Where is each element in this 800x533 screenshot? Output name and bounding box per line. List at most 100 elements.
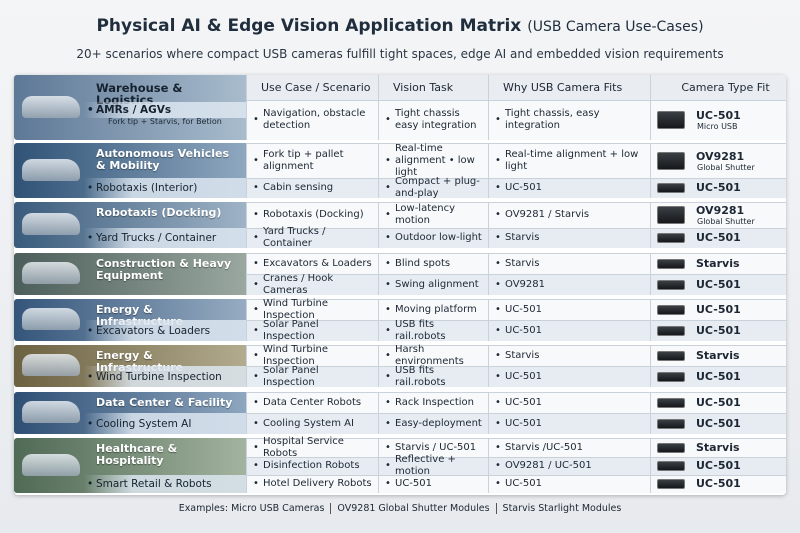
camera-icon [657, 397, 685, 408]
cell-use: Wind Turbine Inspection [246, 344, 378, 367]
camera-icon [657, 325, 685, 336]
cell-task: Swing alignment [378, 274, 488, 295]
cell-task: USB fits rail.robots [378, 319, 488, 342]
camera-name: Starvis [696, 440, 740, 454]
footer-item: Examples: Micro USB Cameras [178, 503, 325, 514]
footer-item: OV9281 Global Shutter Modules [330, 503, 496, 514]
cell-task: Easy-deployment [378, 413, 488, 434]
cell-task: Moving platform [378, 299, 488, 320]
matrix: Use Case / Scenario Vision Task Why USB Ca… [14, 75, 786, 495]
cell-task: Low-latency motion [378, 202, 488, 228]
cell-use: Hospital Service Robots [246, 436, 378, 459]
group-panel: Data Center & Facility Cooling System AI [14, 392, 246, 434]
cell-why: Starvis [488, 228, 650, 248]
cell-why: UC-501 [488, 475, 650, 493]
column-header: Camera Type Fit [650, 75, 786, 100]
group-subtitle: Excavators & Loaders [84, 320, 246, 341]
camera-icon [657, 111, 685, 129]
camera-note: Global Shutter [697, 162, 755, 172]
title-main: Physical AI & Edge Vision Application Ma… [96, 16, 522, 36]
cell-why: UC-501 [488, 299, 650, 320]
group-subtitle: Cooling System AI [84, 413, 246, 434]
cell-why: Tight chassis, easy integration [488, 100, 650, 140]
cell-why: OV9281 / Starvis [488, 202, 650, 228]
cell-use: Hotel Delivery Robots [246, 475, 378, 493]
camera-icon [657, 418, 685, 429]
camera-cell [650, 143, 786, 178]
camera-name: UC-501 [696, 395, 741, 409]
cell-task: UC-501 [378, 475, 488, 493]
camera-icon [657, 371, 685, 382]
title: Physical AI & Edge Vision Application Ma… [0, 16, 800, 36]
group-title: Data Center & Facility [96, 396, 233, 409]
camera-cell [650, 274, 786, 295]
vehicle-icon [22, 308, 80, 330]
camera-name: UC-501 [696, 109, 741, 122]
camera-icon [657, 304, 685, 315]
group-subtitle: Smart Retail & Robots [84, 475, 246, 493]
footer-item: Starvis Starlight Modules [495, 503, 628, 514]
group-title: Healthcare & Hospitality [96, 442, 178, 467]
vehicle-icon [22, 453, 80, 476]
vehicle-icon [22, 354, 80, 376]
group-panel: Construction & Heavy Equipment [14, 253, 246, 295]
camera-icon [657, 479, 685, 489]
camera-name: UC-501 [696, 231, 741, 244]
camera-icon [657, 279, 685, 290]
camera-name: UC-501 [696, 459, 741, 472]
group-panel: Robotaxis (Docking) Yard Trucks / Contain… [14, 202, 246, 248]
cell-why: UC-501 [488, 392, 650, 413]
group-detail: Fork tip + Starvis, for Betion [108, 117, 222, 126]
camera-cell [650, 345, 786, 366]
group-panel: Energy & InfrastructureWind Turbine Insp… [14, 345, 246, 387]
camera-note: Micro USB [697, 122, 738, 131]
cell-why: Starvis [488, 253, 650, 274]
vehicle-icon [22, 158, 80, 181]
group-title: Robotaxis (Docking) [96, 206, 222, 219]
cell-task: Compact + plug-and-play [378, 176, 488, 199]
group-title: Autonomous Vehicles & Mobility [96, 147, 230, 172]
footer: Examples: Micro USB Cameras OV9281 Global… [0, 503, 800, 514]
cell-use: Solar Panel Inspection [246, 319, 378, 342]
camera-cell [650, 438, 786, 457]
cell-why: UC-501 [488, 366, 650, 387]
camera-name: Starvis [696, 348, 740, 362]
cell-use: Cranes / Hook Cameras [246, 273, 378, 296]
camera-name: UC-501 [696, 369, 741, 383]
camera-name: UC-501 [696, 302, 741, 316]
group-subtitle: AMRs / AGVs [84, 102, 246, 118]
camera-name: UC-501 [696, 477, 741, 490]
cell-task: Starvis / UC-501 [378, 438, 488, 457]
camera-icon [657, 151, 685, 170]
camera-cell [650, 457, 786, 475]
camera-cell [650, 228, 786, 248]
camera-icon [657, 233, 685, 243]
camera-icon [657, 206, 685, 224]
camera-name: UC-501 [696, 416, 741, 430]
column-header: Vision Task [378, 75, 488, 100]
cell-use: Cooling System AI [246, 413, 378, 434]
camera-icon [657, 350, 685, 361]
column-header: Use Case / Scenario [246, 75, 378, 100]
camera-cell [650, 413, 786, 434]
cell-use: Yard Trucks / Container [246, 226, 378, 249]
cell-why: Real-time alignment + low light [488, 143, 650, 178]
group-subtitle: Robotaxis (Interior) [84, 178, 246, 198]
subtitle: 20+ scenarios where compact USB cameras … [76, 47, 724, 61]
cell-task: Tight chassis easy integration [378, 100, 488, 140]
cell-why: UC-501 [488, 413, 650, 434]
camera-cell [650, 320, 786, 341]
cell-use: Fork tip + pallet alignment [246, 143, 378, 178]
cell-use: Disinfection Robots [246, 457, 378, 475]
camera-cell [650, 366, 786, 387]
cell-use: Data Center Robots [246, 392, 378, 413]
camera-name: UC-501 [696, 323, 741, 337]
group-subtitle: Yard Trucks / Container [84, 228, 246, 248]
camera-icon [657, 183, 685, 193]
cell-why: UC-501 [488, 178, 650, 198]
cell-task: Real-time alignment • low light [378, 143, 488, 178]
cell-task: Blind spots [378, 253, 488, 274]
group-title: Construction & Heavy Equipment [96, 257, 232, 282]
vehicle-icon [22, 95, 80, 118]
